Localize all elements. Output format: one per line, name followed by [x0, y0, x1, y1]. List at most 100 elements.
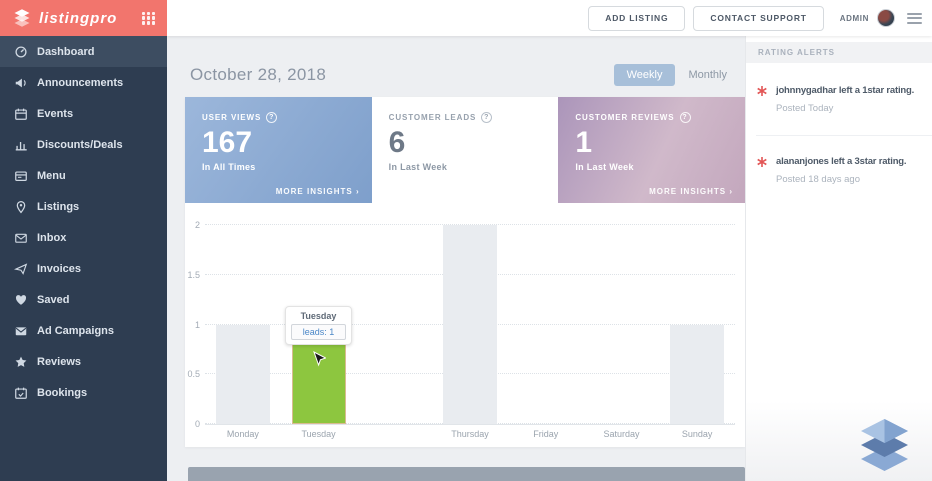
card-user-views: USER VIEWS? 167 In All Times MORE INSIGH…	[185, 97, 372, 203]
chart-tooltip: Tuesday leads: 1	[285, 306, 352, 345]
card-subtitle: In Last Week	[388, 162, 448, 172]
sidebar-item-label: Menu	[37, 169, 66, 182]
map-pin-icon	[16, 200, 26, 213]
more-insights-link[interactable]: MORE INSIGHTS ›	[275, 187, 360, 196]
rating-alerts-panel: RATING ALERTS johnnygadhar left a 1star …	[745, 36, 932, 481]
x-axis-tick-label	[356, 429, 432, 439]
rating-alert-item[interactable]: alananjones left a 3star rating. Posted …	[746, 156, 932, 185]
next-section-header-bar	[188, 467, 745, 481]
toggle-monthly-button[interactable]: Monthly	[688, 69, 727, 81]
bar-sunday[interactable]	[670, 324, 725, 424]
sidebar-item-saved[interactable]: Saved	[0, 284, 167, 315]
calendar-icon	[15, 108, 27, 120]
add-listing-button[interactable]: ADD LISTING	[588, 5, 686, 31]
sidebar-item-discounts-deals[interactable]: Discounts/Deals	[0, 129, 167, 160]
bar-thursday[interactable]	[443, 225, 498, 424]
x-axis-tick-label: Thursday	[451, 429, 489, 439]
sidebar-item-events[interactable]: Events	[0, 98, 167, 129]
card-value: 6	[388, 126, 406, 159]
y-axis-tick-label: 1	[194, 319, 200, 330]
sidebar-item-label: Listings	[37, 200, 80, 213]
sidebar-item-invoices[interactable]: Invoices	[0, 253, 167, 284]
card-customer-leads: CUSTOMER LEADS? 6 In Last Week	[371, 97, 559, 203]
chart-bar-slot	[205, 225, 281, 424]
sidebar-item-label: Reviews	[37, 355, 82, 368]
stat-cards: USER VIEWS? 167 In All Times MORE INSIGH…	[185, 97, 746, 203]
chart-x-axis-labels: Monday Tuesday Thursday Friday Saturday Sunda…	[205, 429, 735, 439]
stats-panel: USER VIEWS? 167 In All Times MORE INSIGH…	[185, 97, 746, 447]
main-content: October 28, 2018 Weekly Monthly USER VIE…	[167, 36, 746, 481]
alert-posted: Posted Today	[776, 103, 834, 114]
listingpro-watermark-icon	[861, 419, 908, 471]
sidebar-item-label: Inbox	[37, 231, 67, 244]
sidebar-item-bookings[interactable]: Bookings	[0, 377, 167, 408]
sidebar-item-announcements[interactable]: Announcements	[0, 67, 167, 98]
x-axis-tick-label: Friday	[533, 429, 559, 439]
card-title: USER VIEWS	[202, 113, 262, 122]
help-icon[interactable]: ?	[266, 112, 278, 123]
star-icon	[15, 356, 27, 367]
bar-monday[interactable]	[215, 324, 270, 424]
bar-chart-icon	[15, 141, 27, 150]
sidebar-item-listings[interactable]: Listings	[0, 191, 167, 222]
help-icon[interactable]: ?	[481, 112, 493, 123]
card-customer-reviews: CUSTOMER REVIEWS? 1 In Last Week MORE IN…	[558, 97, 746, 203]
sidebar-item-inbox[interactable]: Inbox	[0, 222, 167, 253]
apps-grid-icon[interactable]	[142, 11, 155, 25]
sidebar-item-ad-campaigns[interactable]: Ad Campaigns	[0, 315, 167, 346]
help-icon[interactable]: ?	[679, 112, 691, 123]
menu-hamburger-icon[interactable]	[907, 12, 922, 24]
tooltip-value: leads: 1	[291, 324, 346, 340]
chart-bar-slot	[659, 225, 735, 424]
sidebar-item-label: Invoices	[37, 262, 82, 275]
top-bar: ADD LISTING CONTACT SUPPORT ADMIN	[167, 0, 932, 36]
more-insights-link[interactable]: MORE INSIGHTS ›	[649, 187, 734, 196]
card-title: CUSTOMER REVIEWS	[575, 113, 675, 122]
rating-alert-item[interactable]: johnnygadhar left a 1star rating. Posted…	[746, 85, 932, 114]
sidebar-nav: Dashboard Announcements Events Discounts…	[0, 36, 167, 408]
x-axis-tick-label: Sunday	[681, 429, 713, 439]
sidebar-item-reviews[interactable]: Reviews	[0, 346, 167, 377]
mouse-cursor	[313, 351, 326, 367]
sidebar-item-label: Saved	[37, 293, 70, 306]
dashboard-icon	[15, 45, 27, 58]
sidebar-item-label: Ad Campaigns	[37, 324, 115, 337]
paper-plane-icon	[14, 262, 28, 275]
chart-bar-slot	[432, 225, 508, 424]
calendar-check-icon	[15, 387, 27, 399]
user-name-label: ADMIN	[839, 13, 869, 23]
tooltip-title: Tuesday	[300, 311, 337, 321]
y-axis-tick-label: 0	[194, 419, 200, 429]
chart-bar-slot	[584, 225, 660, 424]
leads-bar-chart: 0 0.5 1 1.5 2 Monday Tuesday Thursday Friday Sat…	[185, 203, 745, 447]
toggle-weekly-button[interactable]: Weekly	[613, 64, 676, 86]
x-axis-tick-label: Monday	[226, 429, 259, 439]
card-subtitle: In Last Week	[575, 162, 634, 172]
alert-text: alananjones left a 3star rating.	[776, 156, 907, 167]
layers-logo-icon	[14, 9, 30, 27]
rating-alerts-header: RATING ALERTS	[746, 42, 932, 63]
sidebar-item-menu[interactable]: Menu	[0, 160, 167, 191]
x-axis-tick-label: Tuesday	[301, 429, 336, 439]
sidebar-item-dashboard[interactable]: Dashboard	[0, 36, 167, 67]
megaphone-icon	[15, 78, 26, 87]
y-axis-tick-label: 2	[194, 220, 200, 230]
chevron-right-icon: ›	[729, 187, 734, 196]
alert-text: johnnygadhar left a 1star rating.	[776, 85, 915, 96]
user-avatar[interactable]	[877, 9, 895, 27]
sidebar-item-label: Announcements	[37, 76, 124, 89]
period-toggle: Weekly Monthly	[613, 64, 727, 86]
chart-gridline: 2	[195, 220, 735, 230]
card-title: CUSTOMER LEADS	[388, 113, 477, 122]
x-axis-tick-label: Saturday	[603, 429, 640, 439]
card-value: 1	[575, 126, 593, 159]
heart-icon	[15, 294, 27, 305]
contact-support-button[interactable]: CONTACT SUPPORT	[693, 5, 824, 31]
card-list-icon	[15, 170, 27, 181]
y-axis-tick-label: 0.5	[187, 369, 200, 380]
envelope-filled-icon	[15, 326, 27, 335]
card-value: 167	[202, 126, 253, 159]
card-subtitle: In All Times	[202, 162, 256, 172]
sidebar-item-label: Events	[37, 107, 74, 120]
